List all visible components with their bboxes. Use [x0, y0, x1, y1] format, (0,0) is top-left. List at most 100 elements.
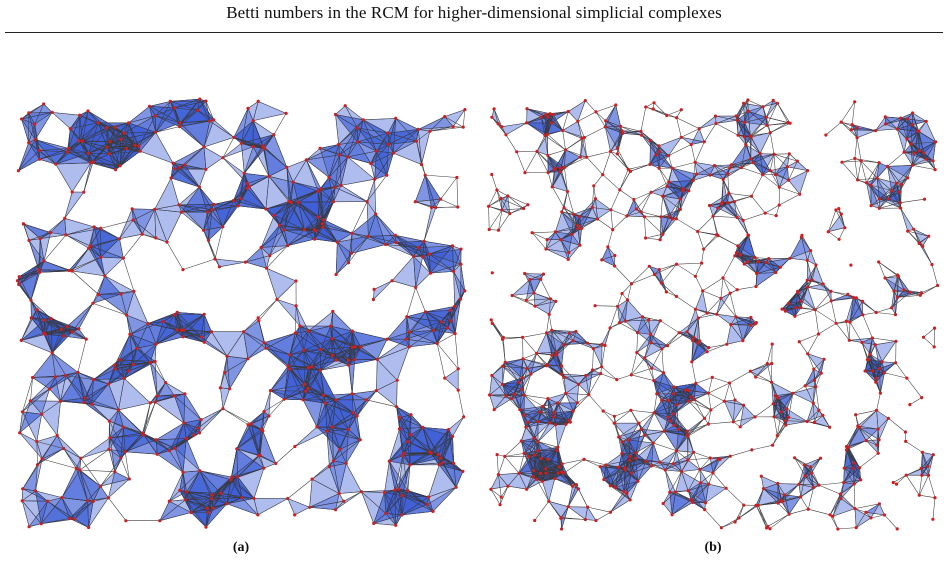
node [232, 198, 236, 203]
node [27, 141, 31, 145]
node [177, 125, 181, 129]
node [303, 382, 307, 386]
edge [19, 413, 42, 434]
edge [149, 344, 157, 363]
edge [415, 272, 431, 288]
node [200, 335, 204, 339]
node [35, 439, 39, 444]
node [437, 463, 441, 467]
node [453, 332, 457, 336]
node [395, 378, 399, 382]
node [459, 297, 463, 301]
edge [413, 256, 416, 288]
node [342, 499, 346, 503]
node [127, 477, 131, 481]
node [117, 237, 122, 241]
node [374, 389, 378, 393]
node [153, 359, 157, 364]
edge [337, 241, 352, 254]
node [267, 174, 271, 178]
node [228, 387, 232, 391]
node [178, 488, 182, 492]
edge [440, 198, 458, 208]
node [331, 200, 336, 204]
node [251, 119, 255, 123]
node [404, 337, 408, 341]
simplex-triangle [154, 177, 180, 210]
edge [123, 234, 143, 259]
node [310, 477, 314, 481]
node [443, 376, 447, 380]
edge [203, 226, 223, 231]
simplex-triangle [391, 255, 416, 288]
edge [214, 226, 224, 260]
node [68, 127, 72, 131]
node [257, 319, 261, 323]
node [107, 447, 111, 451]
node [175, 328, 179, 332]
simplex-triangle [203, 146, 224, 170]
edge [318, 185, 342, 192]
node [185, 490, 189, 494]
node [158, 519, 162, 523]
node [268, 389, 273, 393]
node [456, 367, 460, 371]
node [76, 370, 80, 374]
node [304, 158, 308, 162]
edge [78, 328, 87, 340]
node [82, 400, 86, 405]
node [70, 269, 74, 273]
node [331, 309, 335, 314]
node [18, 431, 22, 435]
node [128, 332, 132, 336]
edge [91, 379, 94, 405]
edge [155, 314, 175, 345]
node [459, 262, 463, 266]
edge [425, 174, 457, 178]
node [154, 130, 158, 134]
node [409, 433, 413, 437]
node [242, 330, 246, 334]
node [64, 373, 68, 378]
node [198, 469, 202, 473]
edge [219, 261, 246, 268]
node [319, 187, 323, 191]
node [154, 342, 158, 346]
node [385, 337, 389, 341]
node [434, 205, 438, 210]
node [88, 244, 92, 248]
figure-panel-a [12, 95, 470, 533]
node [361, 118, 365, 122]
node [210, 493, 214, 497]
node [155, 394, 159, 398]
node [463, 108, 467, 112]
node [229, 478, 233, 482]
node [243, 260, 248, 264]
node [173, 446, 177, 450]
node [172, 313, 176, 317]
simplex-triangle [444, 368, 459, 391]
edge [154, 344, 157, 362]
node [135, 346, 139, 350]
node [286, 496, 290, 501]
node [58, 399, 63, 403]
node [346, 261, 351, 265]
node [153, 207, 157, 211]
edge [115, 127, 136, 146]
node [329, 324, 333, 328]
node [286, 244, 290, 248]
node [330, 353, 334, 358]
node [385, 173, 389, 177]
node [59, 327, 64, 331]
node [373, 177, 377, 181]
node [264, 346, 268, 350]
node [346, 358, 351, 362]
node [325, 429, 329, 433]
edge [93, 364, 115, 380]
node [286, 364, 290, 368]
node [322, 393, 326, 397]
node [453, 304, 457, 308]
node [42, 318, 46, 322]
node [327, 465, 331, 469]
node [272, 213, 276, 217]
